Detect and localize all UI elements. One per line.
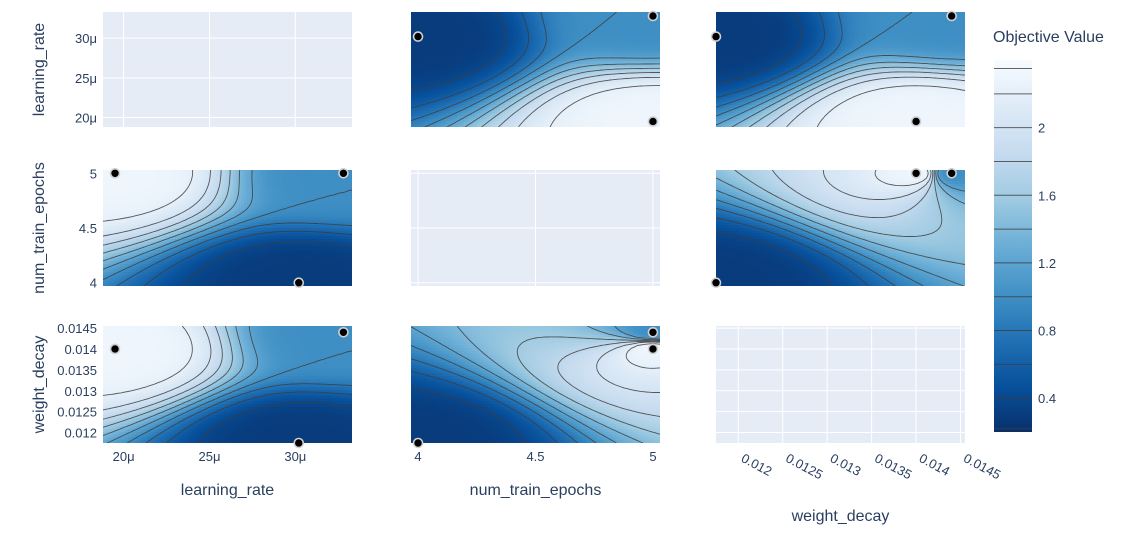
colorbar-gradient [994, 60, 1032, 432]
x-tick-label: 0.013 [828, 450, 864, 479]
x-axis-title: learning_rate [181, 482, 275, 499]
y-axis-title: num_train_epochs [31, 162, 48, 294]
trial-point [648, 117, 657, 126]
colorbar-tick-label: 0.8 [1038, 324, 1056, 339]
colorbar-tick-label: 1.2 [1038, 256, 1056, 271]
trial-point [912, 169, 921, 178]
y-tick-label: 25μ [75, 71, 97, 86]
panel-num_train_epochs-vs-learning_rate [103, 169, 353, 287]
panel-num_train_epochs-vs-weight_decay [712, 169, 966, 287]
trial-point [947, 11, 956, 20]
colorbar-tick-label: 1.6 [1038, 188, 1056, 203]
contour-fill [716, 12, 966, 128]
panel-learning_rate-vs-learning_rate [103, 12, 352, 127]
panels-layer [103, 11, 966, 447]
trial-point [294, 278, 303, 287]
colorbar-title: Objective Value [993, 29, 1104, 46]
panel-learning_rate-vs-num_train_epochs [411, 11, 661, 127]
panel-weight_decay-vs-weight_decay [716, 326, 965, 443]
y-tick-label: 20μ [75, 110, 97, 125]
y-tick-label: 0.0125 [57, 405, 97, 420]
x-tick-label: 5 [649, 449, 656, 464]
y-tick-label: 0.0145 [57, 321, 97, 336]
y-tick-label: 30μ [75, 31, 97, 46]
y-axis-title: learning_rate [31, 23, 48, 117]
colorbar-tick-label: 0.4 [1038, 391, 1056, 406]
colorbar: Objective Value 0.4 0.8 1.2 1.6 2 [993, 29, 1104, 432]
trial-point [712, 278, 721, 287]
y-tick-label: 0.012 [64, 426, 97, 441]
trial-point [414, 439, 423, 448]
x-tick-label: 4 [414, 449, 421, 464]
trial-point [648, 11, 657, 20]
trial-point [912, 117, 921, 126]
y-tick-label: 0.013 [64, 384, 97, 399]
y-tick-label: 0.0135 [57, 363, 97, 378]
y-tick-label: 5 [90, 166, 97, 181]
x-tick-label: 25μ [198, 449, 220, 464]
trial-point [111, 169, 120, 178]
panel-weight_decay-vs-num_train_epochs [411, 326, 661, 448]
panel-background [716, 326, 965, 443]
x-tick-label: 30μ [284, 449, 306, 464]
trial-point [712, 32, 721, 41]
panel-weight_decay-vs-learning_rate [103, 326, 353, 448]
trial-point [648, 328, 657, 337]
y-tick-label: 0.014 [64, 342, 97, 357]
x-tick-label: 0.0135 [872, 450, 914, 482]
contour-fill [716, 170, 966, 287]
x-tick-label: 0.014 [917, 450, 953, 479]
trial-point [339, 169, 348, 178]
contour-fill [103, 326, 353, 444]
trial-point [414, 32, 423, 41]
y-axis-title: weight_decay [31, 336, 48, 435]
x-axis-title: num_train_epochs [470, 482, 602, 499]
trial-point [648, 344, 657, 353]
panel-learning_rate-vs-weight_decay [712, 11, 966, 127]
panel-num_train_epochs-vs-num_train_epochs [411, 170, 660, 286]
y-tick-label: 4.5 [79, 221, 97, 236]
contour-fill [411, 326, 661, 444]
x-tick-label: 0.0145 [961, 450, 1003, 482]
trial-point [111, 344, 120, 353]
trial-point [947, 169, 956, 178]
trial-point [294, 439, 303, 448]
x-axis-title: weight_decay [791, 508, 890, 525]
colorbar-tick-label: 2 [1038, 121, 1045, 136]
trial-point [339, 328, 348, 337]
x-tick-label: 4.5 [526, 449, 544, 464]
x-tick-label: 0.0125 [783, 450, 825, 482]
y-tick-label: 4 [90, 276, 97, 291]
x-tick-label: 0.012 [739, 450, 775, 479]
panel-background [103, 12, 352, 127]
x-tick-label: 20μ [113, 449, 135, 464]
